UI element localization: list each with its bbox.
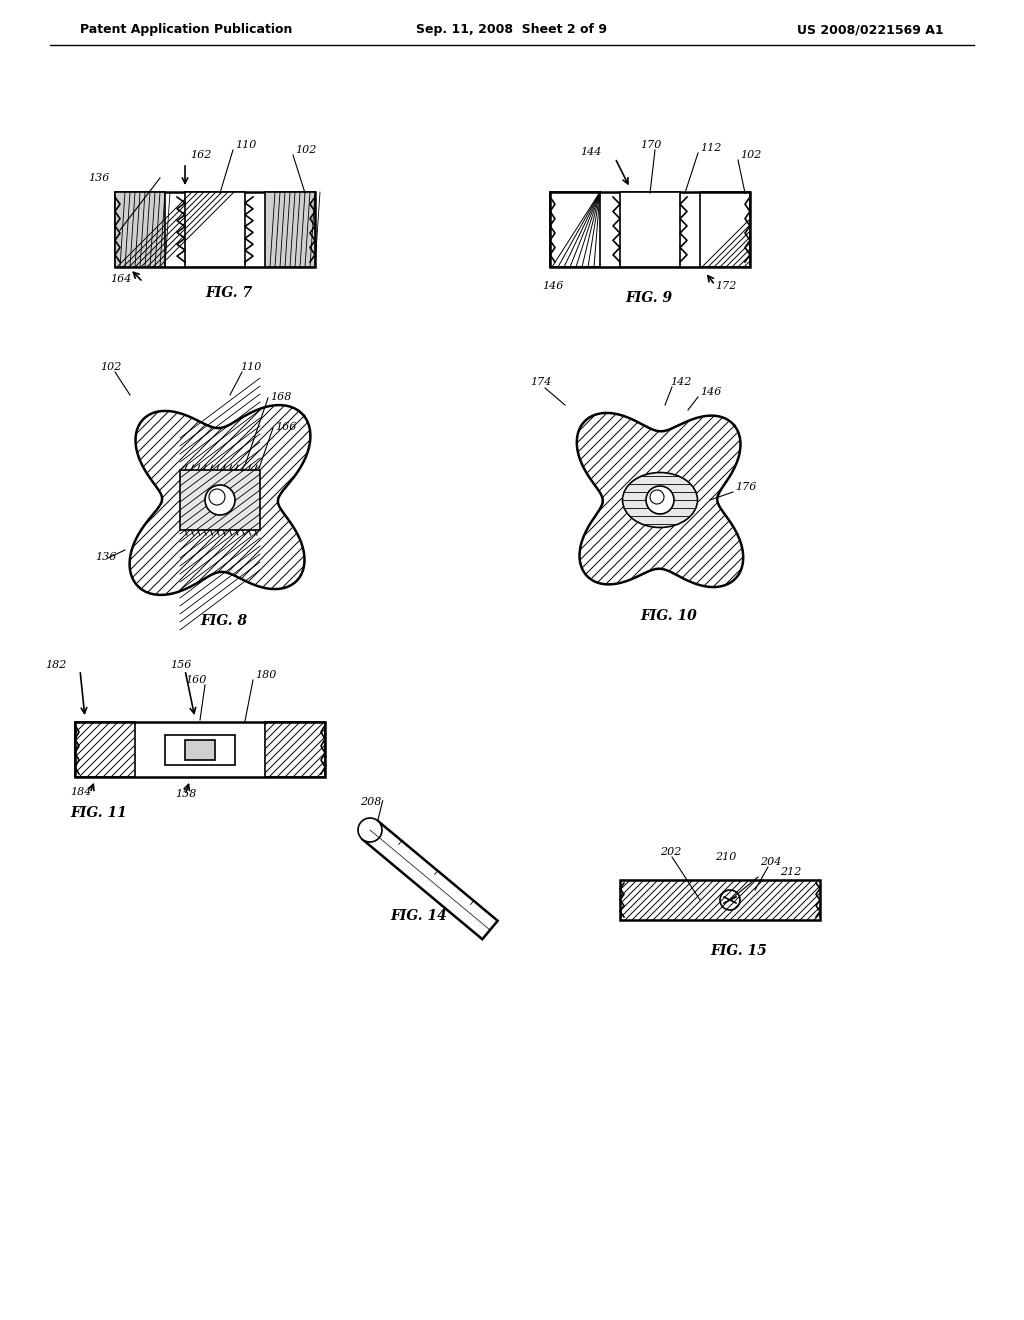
Text: 202: 202 — [660, 847, 681, 857]
Bar — [185, 191, 245, 267]
Text: 136: 136 — [89, 173, 110, 183]
Text: 136: 136 — [95, 552, 117, 562]
Bar — [75, 722, 135, 777]
Text: 156: 156 — [170, 660, 191, 671]
Text: FIG. 14: FIG. 14 — [390, 909, 446, 923]
Text: FIG. 11: FIG. 11 — [70, 807, 127, 820]
Polygon shape — [130, 405, 310, 595]
Text: FIG. 7: FIG. 7 — [205, 286, 252, 300]
Bar — [265, 722, 325, 777]
Bar — [75, 722, 325, 777]
Polygon shape — [362, 821, 498, 940]
Text: US 2008/0221569 A1: US 2008/0221569 A1 — [798, 24, 944, 37]
Ellipse shape — [623, 473, 697, 528]
Text: 162: 162 — [190, 150, 211, 160]
Circle shape — [646, 486, 674, 513]
Text: 142: 142 — [670, 378, 691, 387]
Text: 182: 182 — [45, 660, 67, 671]
Text: 158: 158 — [175, 789, 197, 799]
Text: 146: 146 — [542, 281, 563, 290]
Text: 144: 144 — [580, 147, 601, 157]
Text: 174: 174 — [530, 378, 551, 387]
Text: 102: 102 — [740, 150, 762, 160]
Text: 170: 170 — [640, 140, 662, 150]
Bar — [620, 880, 820, 920]
Text: 210: 210 — [715, 851, 736, 862]
Text: Patent Application Publication: Patent Application Publication — [80, 24, 293, 37]
Text: 110: 110 — [234, 140, 256, 150]
Text: 172: 172 — [715, 281, 736, 290]
Bar — [165, 735, 234, 766]
Circle shape — [358, 818, 382, 842]
Text: 168: 168 — [270, 392, 292, 403]
Text: 184: 184 — [70, 787, 91, 797]
Text: 180: 180 — [255, 671, 276, 680]
Text: FIG. 10: FIG. 10 — [640, 609, 696, 623]
Text: FIG. 15: FIG. 15 — [710, 944, 767, 958]
Text: 102: 102 — [295, 145, 316, 154]
Text: 102: 102 — [100, 362, 122, 372]
Text: 204: 204 — [760, 857, 781, 867]
Text: 112: 112 — [700, 143, 721, 153]
Circle shape — [720, 890, 740, 909]
Bar — [185, 741, 215, 760]
Text: 212: 212 — [780, 867, 802, 876]
Text: 176: 176 — [735, 482, 757, 492]
Text: Sep. 11, 2008  Sheet 2 of 9: Sep. 11, 2008 Sheet 2 of 9 — [417, 24, 607, 37]
Bar — [550, 191, 600, 267]
Text: FIG. 9: FIG. 9 — [625, 290, 672, 305]
Circle shape — [205, 484, 234, 515]
Text: 146: 146 — [700, 387, 721, 397]
Text: 110: 110 — [240, 362, 261, 372]
Text: 164: 164 — [110, 275, 131, 284]
Text: FIG. 8: FIG. 8 — [200, 614, 247, 628]
Bar — [115, 191, 165, 267]
Bar — [180, 470, 260, 531]
Bar — [700, 191, 750, 267]
Text: 208: 208 — [360, 797, 381, 807]
Bar — [550, 191, 750, 267]
Bar — [265, 191, 315, 267]
Text: 166: 166 — [275, 422, 296, 432]
Bar — [620, 191, 680, 267]
Bar — [115, 191, 315, 267]
Text: 160: 160 — [185, 675, 207, 685]
Polygon shape — [577, 413, 743, 587]
